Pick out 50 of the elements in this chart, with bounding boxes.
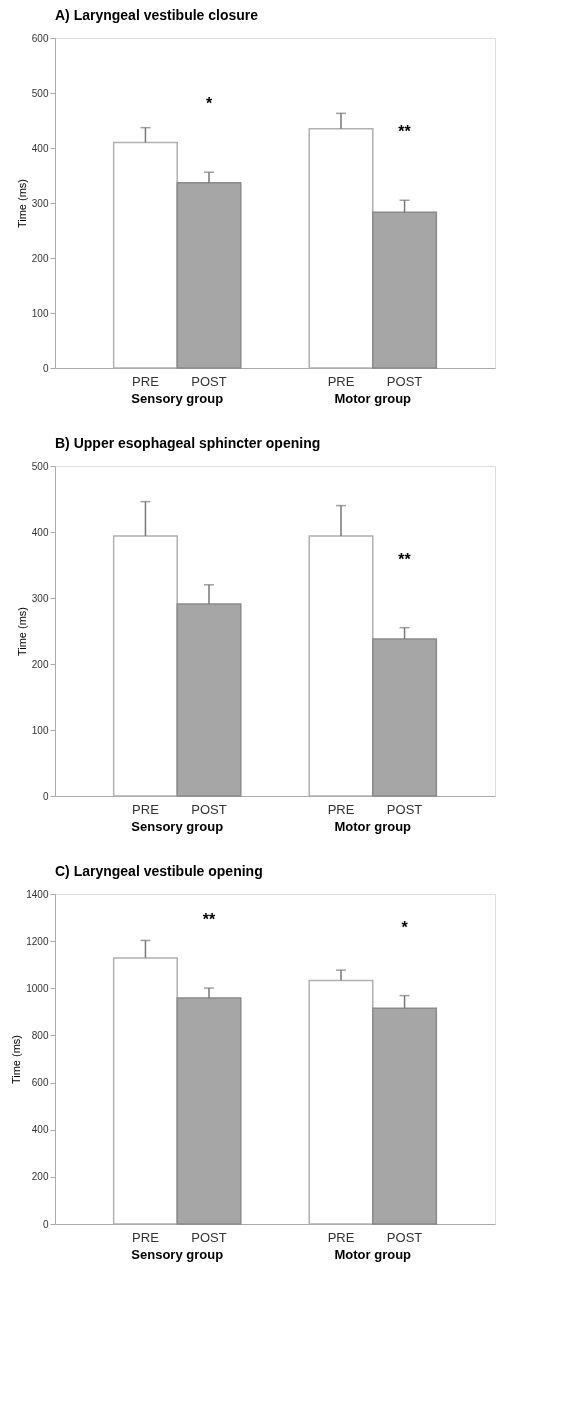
- chart-title: A) Laryngeal vestibule closure: [55, 7, 259, 23]
- y-tick-label: 100: [31, 307, 49, 319]
- y-axis-title: Time (ms): [15, 606, 28, 657]
- y-tick-label: 400: [31, 1124, 49, 1136]
- text: PRE: [327, 374, 355, 389]
- x-tick-label: Motor group: [334, 1246, 412, 1262]
- y-tick-label: 300: [31, 592, 49, 604]
- series-label: PRE: [132, 802, 160, 817]
- chart-title: C) Laryngeal vestibule opening: [55, 863, 263, 879]
- annotation: **: [202, 911, 216, 929]
- annotation: *: [205, 95, 213, 113]
- annotation: **: [398, 550, 412, 568]
- series-label: POST: [191, 1230, 227, 1245]
- annotation: **: [398, 123, 412, 141]
- y-tick-label: 0: [42, 790, 49, 802]
- series-label: POST: [191, 374, 227, 389]
- text: PRE: [327, 802, 355, 817]
- x-tick-label: Motor group: [334, 390, 412, 406]
- y-axis-title: Time (ms): [15, 178, 28, 229]
- series-label: POST: [191, 802, 227, 817]
- text: PRE: [327, 1230, 355, 1245]
- chart-title: B) Upper esophageal sphincter opening: [55, 435, 321, 451]
- text: POST: [386, 1230, 423, 1245]
- annotation: *: [401, 918, 409, 936]
- series-label: PRE: [132, 374, 160, 389]
- y-axis-title: Time (ms): [10, 1034, 23, 1085]
- y-tick-label: 500: [31, 460, 49, 472]
- y-tick-label: 200: [31, 252, 49, 264]
- text: POST: [386, 374, 423, 389]
- x-tick-label: Sensory group: [131, 1246, 224, 1262]
- y-tick-label: 500: [31, 87, 49, 99]
- y-tick-label: 200: [31, 1171, 49, 1183]
- y-tick-label: 600: [31, 1077, 49, 1089]
- x-tick-label: Sensory group: [131, 818, 224, 834]
- y-tick-label: 1400: [26, 888, 49, 900]
- y-tick-label: 0: [42, 362, 49, 374]
- y-tick-label: 1000: [26, 982, 49, 994]
- x-tick-label: Motor group: [334, 818, 412, 834]
- y-tick-label: 400: [31, 142, 49, 154]
- y-tick-label: 400: [31, 526, 49, 538]
- y-tick-label: 100: [31, 724, 49, 736]
- x-tick-label: Sensory group: [131, 390, 224, 406]
- y-tick-label: 800: [31, 1029, 49, 1041]
- text: POST: [386, 802, 423, 817]
- y-tick-label: 600: [31, 32, 49, 44]
- y-tick-label: 1200: [26, 935, 49, 947]
- y-tick-label: 0: [42, 1218, 49, 1230]
- y-tick-label: 300: [31, 197, 49, 209]
- series-label: PRE: [132, 1230, 160, 1245]
- y-tick-label: 200: [31, 658, 49, 670]
